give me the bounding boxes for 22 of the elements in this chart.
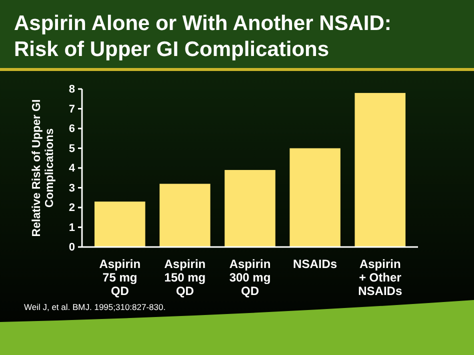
- bar: [290, 148, 340, 247]
- text: Weil J, et al. BMJ. 1995;310:827-830.: [24, 302, 166, 312]
- bar: [354, 92, 406, 247]
- x-tick-label: Aspirin 300 mg QD: [229, 257, 271, 298]
- y-tick-label: 3: [68, 182, 75, 194]
- y-tick-label: 6: [68, 123, 75, 136]
- y-axis-title: Relative Risk of Upper GI Complications: [31, 99, 56, 237]
- y-tick-label: 2: [68, 202, 75, 214]
- y-tick-label: 8: [68, 84, 75, 96]
- y-tick-label: 5: [68, 142, 75, 155]
- y-tick-label: 0: [68, 242, 75, 254]
- bar: [94, 202, 146, 247]
- x-tick-label: NSAIDs: [293, 257, 338, 271]
- bar: [160, 184, 210, 247]
- y-tick-label: 4: [68, 162, 76, 175]
- y-tick-label: 7: [68, 103, 75, 116]
- chart-title: Aspirin Alone or With Another NSAID: Risk of Upper GI Complications: [14, 12, 392, 61]
- x-tick-label: Aspirin 75 mg QD: [99, 257, 141, 298]
- x-tick-label: Aspirin 150 mg QD: [164, 257, 206, 298]
- bar: [224, 170, 276, 247]
- y-tick-label: 1: [68, 222, 75, 234]
- x-tick-label: Aspirin + Other NSAIDs: [358, 257, 402, 298]
